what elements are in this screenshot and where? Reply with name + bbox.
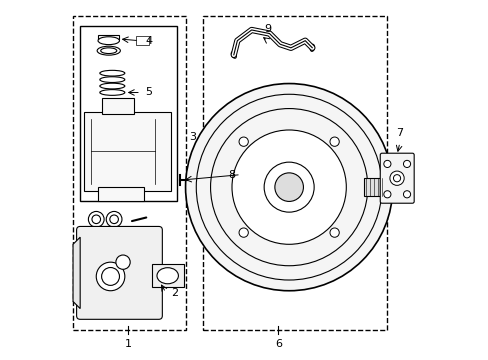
Circle shape	[106, 211, 122, 227]
Ellipse shape	[101, 48, 117, 54]
Circle shape	[383, 160, 390, 167]
Text: 7: 7	[395, 128, 403, 138]
Text: 6: 6	[274, 339, 282, 349]
Circle shape	[239, 228, 248, 237]
Circle shape	[393, 175, 400, 182]
Polygon shape	[98, 35, 119, 39]
Circle shape	[231, 130, 346, 244]
Ellipse shape	[154, 267, 174, 282]
Text: 8: 8	[228, 170, 235, 180]
Ellipse shape	[97, 46, 120, 55]
Circle shape	[274, 173, 303, 202]
Circle shape	[403, 191, 410, 198]
Circle shape	[210, 109, 367, 266]
Bar	[135, 36, 149, 45]
Ellipse shape	[100, 83, 124, 89]
Bar	[73, 16, 185, 330]
Circle shape	[264, 162, 313, 212]
Circle shape	[196, 94, 381, 280]
Circle shape	[329, 137, 339, 146]
FancyBboxPatch shape	[77, 226, 162, 319]
Circle shape	[403, 160, 410, 167]
Text: 4: 4	[145, 36, 152, 46]
Circle shape	[239, 137, 248, 146]
Polygon shape	[73, 237, 80, 309]
Ellipse shape	[158, 270, 170, 279]
Ellipse shape	[100, 77, 124, 82]
Circle shape	[116, 255, 130, 269]
Circle shape	[389, 171, 404, 185]
Ellipse shape	[98, 37, 119, 45]
Circle shape	[110, 215, 118, 224]
Ellipse shape	[231, 52, 236, 58]
Ellipse shape	[100, 70, 124, 76]
Text: 5: 5	[145, 87, 152, 98]
Text: 3: 3	[189, 132, 196, 142]
Bar	[203, 16, 386, 330]
Circle shape	[96, 262, 124, 291]
Circle shape	[102, 267, 119, 285]
Text: 9: 9	[264, 23, 271, 33]
Ellipse shape	[157, 268, 178, 284]
Bar	[364, 178, 386, 196]
Ellipse shape	[100, 90, 124, 95]
Circle shape	[185, 84, 392, 291]
Circle shape	[88, 211, 104, 227]
Ellipse shape	[309, 44, 314, 51]
Circle shape	[383, 191, 390, 198]
Bar	[151, 264, 183, 287]
Text: 2: 2	[171, 288, 178, 297]
FancyBboxPatch shape	[380, 153, 413, 203]
FancyBboxPatch shape	[83, 112, 171, 191]
Bar	[80, 26, 176, 202]
Circle shape	[329, 228, 339, 237]
Circle shape	[92, 215, 101, 224]
Bar	[98, 187, 144, 202]
Text: 1: 1	[124, 339, 132, 349]
Bar	[102, 98, 134, 114]
